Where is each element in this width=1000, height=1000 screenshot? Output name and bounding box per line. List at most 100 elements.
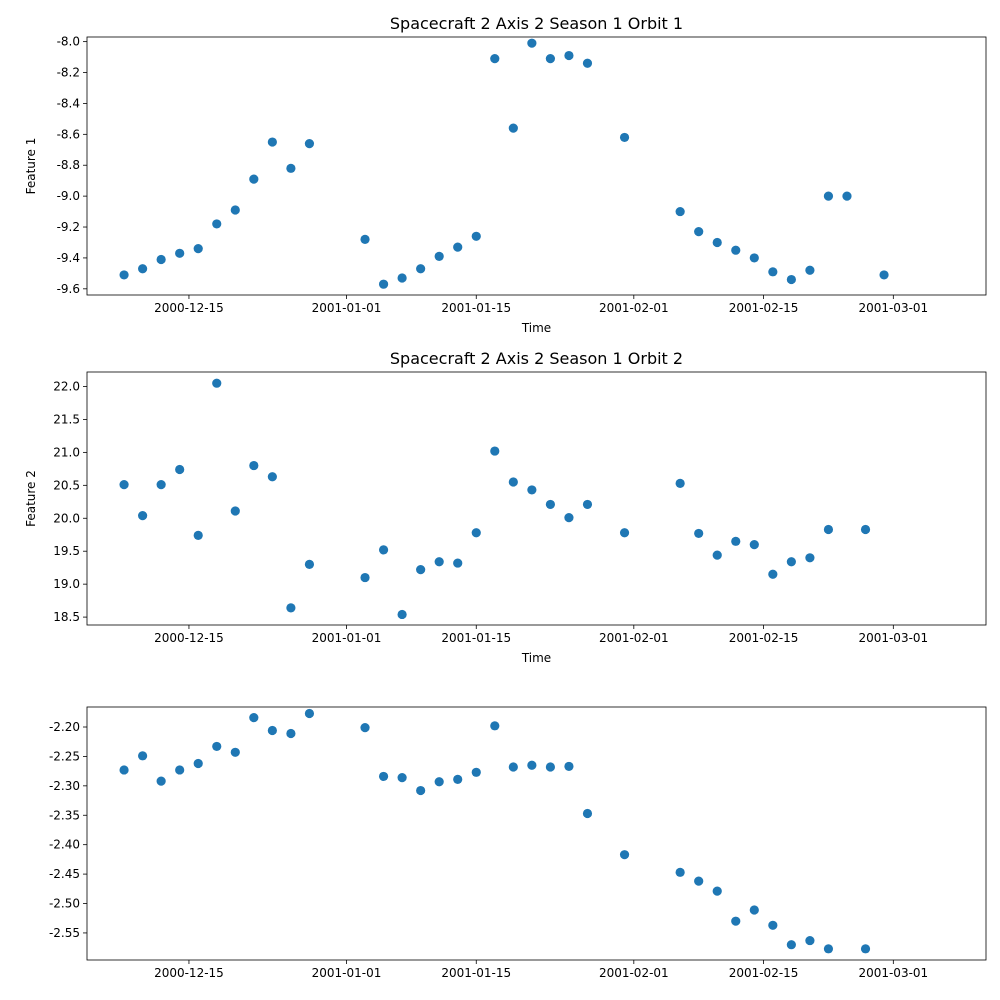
data-point xyxy=(434,777,444,787)
data-point xyxy=(156,480,166,490)
x-tick-label: 2001-02-01 xyxy=(599,631,669,645)
x-tick-label: 2001-03-01 xyxy=(858,301,928,315)
data-point xyxy=(434,557,444,567)
data-point xyxy=(304,708,315,719)
data-point xyxy=(378,545,389,555)
data-point xyxy=(545,762,556,772)
y-tick-label: 19.0 xyxy=(53,577,80,591)
x-tick-label: 2001-02-15 xyxy=(729,631,799,645)
data-point xyxy=(731,536,741,546)
data-point xyxy=(378,771,389,782)
data-point xyxy=(805,935,815,946)
data-point xyxy=(416,565,426,575)
y-tick-label: -8.2 xyxy=(57,66,80,80)
y-tick-label: -2.35 xyxy=(49,808,80,822)
data-point xyxy=(286,163,296,173)
data-point xyxy=(175,765,185,775)
data-point xyxy=(694,876,704,886)
data-point xyxy=(508,762,518,772)
data-point xyxy=(453,558,463,568)
data-point xyxy=(138,264,148,274)
x-tick-label: 2000-12-15 xyxy=(154,966,224,980)
y-tick-label: -2.25 xyxy=(49,749,80,763)
data-point xyxy=(453,774,463,784)
data-point xyxy=(731,245,741,255)
data-point xyxy=(416,785,426,796)
data-point xyxy=(249,460,259,471)
x-tick-label: 2001-01-01 xyxy=(312,966,382,980)
data-point xyxy=(378,279,389,289)
data-point xyxy=(471,767,481,777)
data-point xyxy=(360,234,370,244)
data-point xyxy=(267,725,277,736)
data-point xyxy=(453,242,463,252)
data-point xyxy=(619,850,630,860)
data-point xyxy=(212,219,222,229)
data-point xyxy=(267,137,277,147)
x-tick-label: 2001-01-15 xyxy=(441,301,511,315)
data-point xyxy=(545,54,556,64)
data-point xyxy=(749,540,759,550)
data-point xyxy=(564,50,574,61)
data-point xyxy=(712,550,722,560)
data-point xyxy=(249,712,259,723)
data-point xyxy=(156,254,166,265)
data-point xyxy=(768,267,778,277)
data-point xyxy=(823,524,834,535)
y-axis-label: Feature 1 xyxy=(24,138,38,195)
chart-panel-1: 2000-12-15 2001-01-01 2001-01-15 2001-02-01… xyxy=(24,14,987,335)
data-point xyxy=(619,132,630,143)
data-point xyxy=(564,513,574,523)
plot-frame xyxy=(86,706,987,961)
y-tick-label: -2.50 xyxy=(49,897,80,911)
data-point xyxy=(397,273,407,283)
data-point xyxy=(527,38,537,48)
chart-panel-2: 2000-12-15 2001-01-01 2001-01-15 2001-02-01… xyxy=(24,349,987,665)
data-point xyxy=(508,123,518,133)
x-tick-label: 2001-02-15 xyxy=(729,301,799,315)
data-point xyxy=(156,776,166,786)
x-tick-label: 2001-02-01 xyxy=(599,966,669,980)
y-tick-label: 19.5 xyxy=(53,544,80,558)
x-tick-label: 2000-12-15 xyxy=(154,631,224,645)
plot-frame xyxy=(86,371,987,626)
x-tick-label: 2001-02-01 xyxy=(599,301,669,315)
y-tick-label: 20.5 xyxy=(53,478,80,492)
y-tick-label: -9.2 xyxy=(57,220,80,234)
y-axis-label: Feature 2 xyxy=(24,470,38,527)
data-point xyxy=(193,530,203,541)
x-axis-label: Time xyxy=(521,651,551,665)
x-tick-label: 2001-01-01 xyxy=(312,631,382,645)
y-tick-label: -2.40 xyxy=(49,838,80,852)
data-point xyxy=(694,227,704,237)
chart-title: Spacecraft 2 Axis 2 Season 1 Orbit 1 xyxy=(390,14,683,33)
y-tick-label: 22.0 xyxy=(53,379,80,393)
data-point xyxy=(360,722,370,733)
data-point xyxy=(619,528,630,538)
data-point xyxy=(712,886,722,896)
data-point xyxy=(304,139,315,149)
y-tick-label: -9.4 xyxy=(57,251,80,265)
y-tick-label: -9.0 xyxy=(57,189,80,203)
data-point xyxy=(138,751,148,761)
y-tick-label: -2.20 xyxy=(49,720,80,734)
data-point xyxy=(860,524,871,535)
x-tick-label: 2001-03-01 xyxy=(858,966,928,980)
data-point xyxy=(694,528,704,539)
y-tick-label: 21.5 xyxy=(53,412,80,426)
data-point xyxy=(230,506,240,516)
x-tick-label: 2001-02-15 xyxy=(729,966,799,980)
data-point xyxy=(545,499,556,510)
data-point xyxy=(490,721,500,731)
data-point xyxy=(749,905,759,915)
data-point xyxy=(786,274,796,285)
data-point xyxy=(675,206,685,217)
data-point xyxy=(230,205,240,215)
y-tick-label: 18.5 xyxy=(53,610,80,624)
data-point xyxy=(823,944,834,954)
data-point xyxy=(249,174,259,184)
y-tick-label: -2.30 xyxy=(49,779,80,793)
data-point xyxy=(397,609,407,620)
data-point xyxy=(416,264,426,274)
x-tick-label: 2001-01-15 xyxy=(441,631,511,645)
